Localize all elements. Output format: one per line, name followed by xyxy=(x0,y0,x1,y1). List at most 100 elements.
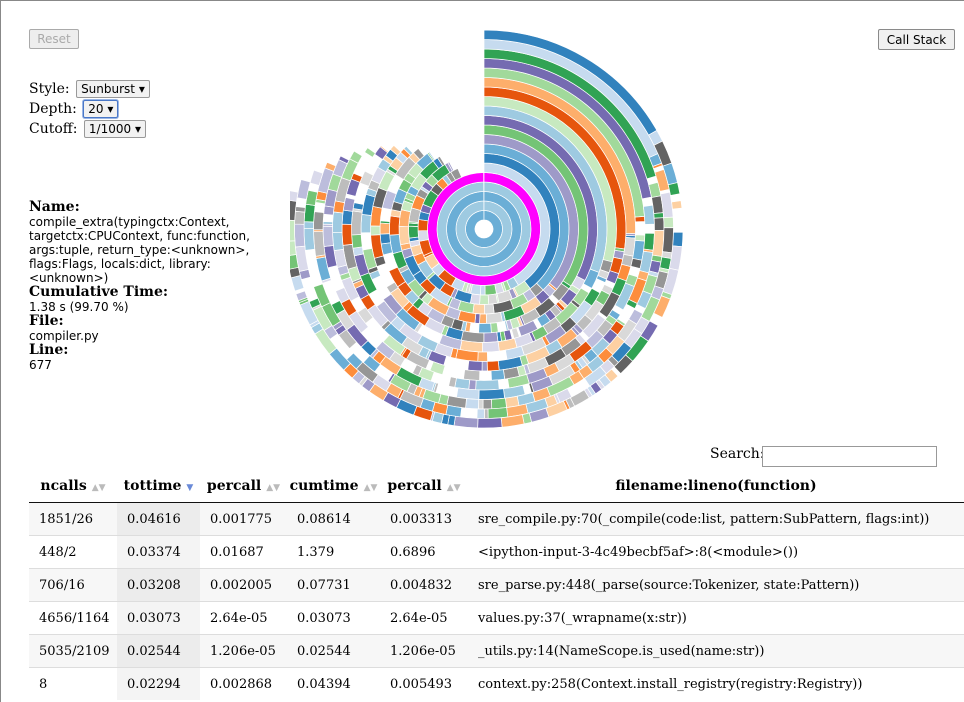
sunburst-segment[interactable] xyxy=(463,369,481,381)
sunburst-segment[interactable] xyxy=(324,161,337,172)
sunburst-segment[interactable] xyxy=(477,351,488,362)
sunburst-segment[interactable] xyxy=(303,203,316,223)
sunburst-segment[interactable] xyxy=(379,233,391,245)
sunburst-segment[interactable] xyxy=(349,150,363,164)
sunburst-chart[interactable] xyxy=(290,24,690,429)
sunburst-segment[interactable] xyxy=(662,227,674,254)
table-row[interactable]: 706/16 0.03208 0.002005 0.07731 0.004832… xyxy=(29,568,964,602)
sunburst-segment[interactable] xyxy=(643,232,655,251)
col-percall-header[interactable]: percall ▲▼ xyxy=(200,470,287,503)
sunburst-segment[interactable] xyxy=(477,417,503,429)
sunburst-segment[interactable] xyxy=(313,231,326,257)
sunburst-segment[interactable] xyxy=(417,230,429,242)
sunburst-segment[interactable] xyxy=(453,415,479,429)
sunburst-segment[interactable] xyxy=(352,202,364,211)
sunburst-segment[interactable] xyxy=(643,204,655,225)
sunburst-segment[interactable] xyxy=(487,293,498,305)
sunburst-segment[interactable] xyxy=(477,399,484,410)
sunburst-segment[interactable] xyxy=(478,322,492,334)
sunburst-segment[interactable] xyxy=(447,161,455,172)
sunburst-segment[interactable] xyxy=(403,145,414,156)
sunburst-segment[interactable] xyxy=(290,190,299,202)
table-row[interactable]: 5035/2109 0.02544 1.206e-05 0.02544 1.20… xyxy=(29,634,964,668)
sunburst-segment[interactable] xyxy=(388,266,406,288)
sunburst-segment[interactable] xyxy=(472,303,485,315)
col-tottime-header[interactable]: tottime ▼ xyxy=(117,470,200,503)
search-input[interactable] xyxy=(762,446,937,467)
sunburst-segment[interactable] xyxy=(467,360,483,372)
sunburst-segment[interactable] xyxy=(341,223,353,246)
table-row[interactable]: 448/2 0.03374 0.01687 1.379 0.6896 <ipyt… xyxy=(29,535,964,569)
sunburst-segment[interactable] xyxy=(476,408,485,419)
sunburst-segment[interactable] xyxy=(417,219,429,232)
style-select[interactable]: Sunburst ▾ xyxy=(76,80,150,98)
sunburst-segment[interactable] xyxy=(634,215,646,223)
sunburst-segment[interactable] xyxy=(290,240,297,256)
sunburst-segment[interactable] xyxy=(481,361,488,372)
sunburst-segment[interactable] xyxy=(364,147,376,158)
sunburst-segment[interactable] xyxy=(322,225,334,247)
sunburst-segment[interactable] xyxy=(429,361,446,376)
sunburst-segment[interactable] xyxy=(332,211,344,234)
cutoff-select[interactable]: 1/1000 ▾ xyxy=(83,120,146,138)
sunburst-segment[interactable] xyxy=(428,151,436,161)
sunburst-segment[interactable] xyxy=(479,313,487,324)
sunburst-segment[interactable] xyxy=(294,223,306,248)
sunburst-segment[interactable] xyxy=(465,398,480,410)
sunburst-segment[interactable] xyxy=(379,222,391,235)
sunburst-segment[interactable] xyxy=(667,182,681,196)
col-ncalls-header[interactable]: ncalls ▲▼ xyxy=(29,470,117,503)
sunburst-segment[interactable] xyxy=(448,376,457,388)
sunburst-segment[interactable] xyxy=(389,215,401,236)
sunburst-segment[interactable] xyxy=(454,377,471,390)
sunburst-segment[interactable] xyxy=(653,295,671,318)
sunburst-segment[interactable] xyxy=(437,155,446,167)
sunburst-segment[interactable] xyxy=(625,298,638,310)
sunburst-segment[interactable] xyxy=(490,322,499,334)
sunburst-segment[interactable] xyxy=(478,388,506,400)
sunburst-segment[interactable] xyxy=(483,331,499,343)
sunburst-segment[interactable] xyxy=(309,169,324,186)
sunburst-segment[interactable] xyxy=(484,408,489,419)
sunburst-segment[interactable] xyxy=(484,284,497,296)
col-function-header[interactable]: filename:lineno(function) xyxy=(468,470,964,503)
sunburst-segment[interactable] xyxy=(398,226,411,246)
reset-button[interactable]: Reset xyxy=(29,29,79,49)
sunburst-segment[interactable] xyxy=(487,407,509,419)
sunburst-segment[interactable] xyxy=(482,341,500,353)
sunburst-segment[interactable] xyxy=(613,354,634,375)
call-stack-button[interactable]: Call Stack xyxy=(878,29,955,50)
sunburst-segment[interactable] xyxy=(290,219,296,242)
sunburst-segment[interactable] xyxy=(351,234,363,249)
sunburst-segment[interactable] xyxy=(370,225,381,236)
sunburst-segment[interactable] xyxy=(479,294,490,305)
sunburst-segment[interactable] xyxy=(485,311,503,324)
sunburst-segment[interactable] xyxy=(351,210,363,236)
sunburst-segment[interactable] xyxy=(486,360,500,372)
sunburst-segment[interactable] xyxy=(322,221,334,225)
depth-select[interactable]: 20 ▾ xyxy=(83,100,119,118)
sunburst-segment[interactable] xyxy=(653,217,665,231)
sunburst-segment[interactable] xyxy=(360,213,372,234)
sunburst-segment[interactable] xyxy=(332,232,344,251)
sunburst-segment[interactable] xyxy=(294,206,306,213)
table-row[interactable]: 4656/1164 0.03073 2.64e-05 0.03073 2.64e… xyxy=(29,601,964,635)
sunburst-segment[interactable] xyxy=(412,147,425,161)
sunburst-segment[interactable] xyxy=(475,379,500,391)
table-row[interactable]: 1851/26 0.04616 0.001775 0.08614 0.00331… xyxy=(29,502,964,536)
sunburst-segment[interactable] xyxy=(663,216,674,229)
sunburst-segment[interactable] xyxy=(338,155,350,165)
sunburst-segment[interactable] xyxy=(386,281,399,294)
sunburst-segment[interactable] xyxy=(341,209,354,225)
sunburst-segment[interactable] xyxy=(490,397,507,410)
col-percall2-header[interactable]: percall ▲▼ xyxy=(380,470,468,503)
sunburst-segment[interactable] xyxy=(490,369,506,381)
sunburst-segment[interactable] xyxy=(303,221,315,229)
col-cumtime-header[interactable]: cumtime ▲▼ xyxy=(287,470,380,503)
sunburst-segment[interactable] xyxy=(672,231,684,248)
table-row[interactable]: 8 0.02294 0.002868 0.04394 0.005493 cont… xyxy=(29,667,964,700)
sunburst-segment[interactable] xyxy=(484,303,495,315)
sunburst-segment[interactable] xyxy=(303,228,316,251)
sunburst-segment[interactable] xyxy=(408,225,419,239)
sunburst-segment[interactable] xyxy=(379,145,389,154)
